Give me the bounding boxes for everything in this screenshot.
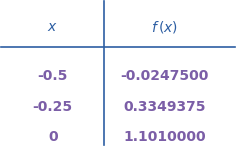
Text: -0.0247500: -0.0247500 [120, 69, 209, 83]
Text: $f\,(x)$: $f\,(x)$ [151, 19, 178, 35]
Text: 0.3349375: 0.3349375 [123, 100, 206, 113]
Text: 1.1010000: 1.1010000 [123, 130, 206, 144]
Text: -0.25: -0.25 [33, 100, 73, 113]
Text: 0: 0 [48, 130, 58, 144]
Text: $x$: $x$ [47, 20, 58, 34]
Text: -0.5: -0.5 [38, 69, 68, 83]
